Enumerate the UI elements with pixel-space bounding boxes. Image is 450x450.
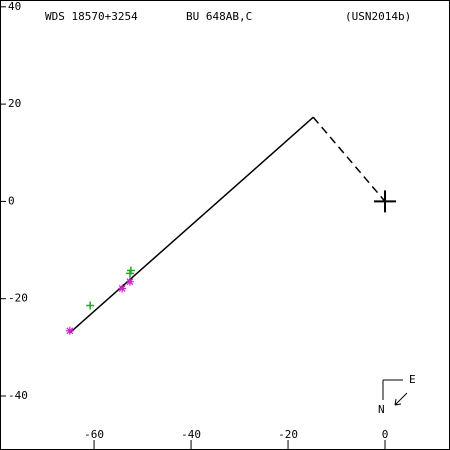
compass-east: E — [409, 373, 416, 386]
x-tick-label: 0 — [382, 428, 389, 441]
chart-subtitle: BU 648AB,C — [186, 10, 252, 23]
measure-plus — [125, 269, 134, 278]
measure-plus — [86, 301, 95, 310]
orbit-line — [69, 116, 314, 334]
y-tick-label: -40 — [8, 389, 28, 402]
chart-title: WDS 18570+3254 — [45, 10, 138, 23]
compass: E N — [378, 373, 416, 416]
measure-star — [125, 277, 134, 286]
measure-star — [118, 284, 127, 293]
x-tick-label: -40 — [181, 428, 201, 441]
x-tick-label: -60 — [84, 428, 104, 441]
y-tick-label: 40 — [8, 0, 21, 13]
x-tick-label: -20 — [278, 428, 298, 441]
y-tick-label: -20 — [8, 292, 28, 305]
compass-arrowhead — [394, 398, 402, 406]
y-tick-label: 0 — [8, 194, 15, 207]
primary-star — [374, 190, 397, 213]
measure-star — [65, 326, 74, 335]
compass-north: N — [378, 403, 385, 416]
y-tick-label: 20 — [8, 97, 21, 110]
orbit-line — [312, 116, 386, 202]
reference: (USN2014b) — [345, 10, 411, 23]
compass-arrow — [394, 392, 408, 406]
